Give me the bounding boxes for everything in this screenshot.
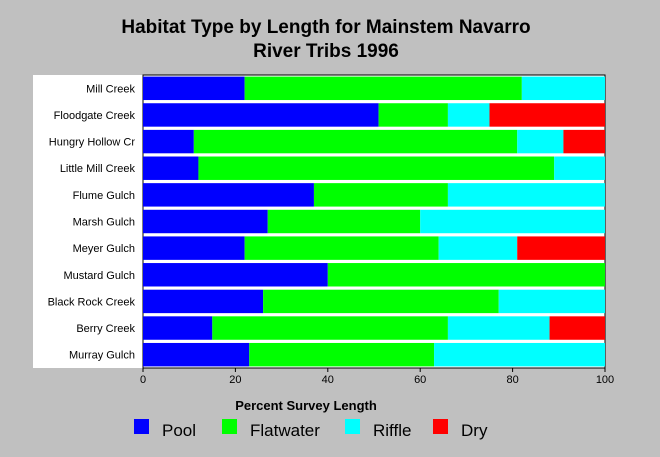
bar-flatwater-8	[263, 289, 499, 314]
bar-dry-6	[517, 236, 605, 260]
bars-group	[143, 76, 605, 367]
category-label: Black Rock Creek	[48, 296, 136, 308]
bar-riffle-8	[498, 289, 605, 314]
bar-flatwater-10	[249, 342, 435, 367]
x-tick-label: 60	[414, 374, 426, 386]
bar-flatwater-6	[244, 236, 439, 260]
bar-pool-6	[143, 236, 245, 260]
legend-label-pool: Pool	[162, 421, 196, 440]
category-label: Little Mill Creek	[60, 163, 136, 175]
bar-dry-2	[563, 129, 605, 154]
bar-pool-2	[143, 129, 194, 154]
legend-swatch-dry	[433, 419, 448, 434]
category-labels: Mill Creek Floodgate Creek Hungry Hollow C…	[48, 83, 136, 361]
legend-swatch-flatwater	[222, 419, 237, 434]
bar-flatwater-2	[193, 129, 518, 154]
bar-dry-9	[549, 316, 605, 340]
x-tick-label: 0	[140, 374, 146, 386]
bar-pool-1	[143, 103, 379, 127]
category-label: Murray Gulch	[69, 350, 135, 362]
x-axis: 0 20 40 60 80 100	[140, 368, 614, 386]
category-label: Marsh Gulch	[73, 217, 135, 229]
chart-title-line-2: River Tribs 1996	[253, 41, 399, 62]
x-tick-label: 100	[596, 374, 614, 386]
x-tick-label: 20	[229, 374, 241, 386]
bar-riffle-10	[434, 342, 605, 367]
bar-pool-8	[143, 289, 264, 314]
bar-flatwater-3	[198, 156, 555, 180]
bar-pool-9	[143, 316, 213, 340]
category-label: Mill Creek	[86, 83, 135, 95]
bar-pool-10	[143, 342, 250, 367]
bar-riffle-4	[447, 183, 605, 207]
x-axis-title: Percent Survey Length	[235, 398, 377, 413]
legend: Pool Flatwater Riffle Dry	[134, 419, 488, 440]
bar-riffle-5	[420, 209, 605, 234]
x-tick-label: 80	[506, 374, 518, 386]
bar-riffle-6	[438, 236, 518, 260]
category-label: Hungry Hollow Cr	[49, 137, 136, 149]
bar-flatwater-0	[244, 76, 522, 101]
legend-label-flatwater: Flatwater	[250, 421, 320, 440]
legend-swatch-pool	[134, 419, 149, 434]
category-label: Flume Gulch	[73, 190, 135, 202]
category-label: Floodgate Creek	[54, 110, 136, 122]
bar-riffle-1	[447, 103, 490, 127]
bar-riffle-3	[554, 156, 605, 180]
category-label: Meyer Gulch	[73, 243, 135, 255]
bar-riffle-9	[447, 316, 550, 340]
bar-flatwater-7	[327, 263, 605, 287]
category-label: Berry Creek	[76, 323, 135, 335]
legend-label-riffle: Riffle	[373, 421, 411, 440]
bar-flatwater-9	[212, 316, 448, 340]
bar-pool-5	[143, 209, 268, 234]
bar-flatwater-4	[313, 183, 448, 207]
legend-swatch-riffle	[345, 419, 360, 434]
bar-pool-3	[143, 156, 199, 180]
bar-flatwater-1	[378, 103, 448, 127]
bar-pool-0	[143, 76, 245, 101]
bar-flatwater-5	[267, 209, 421, 234]
bar-pool-7	[143, 263, 328, 287]
chart-title-line-1: Habitat Type by Length for Mainstem Nava…	[121, 17, 530, 38]
x-tick-label: 40	[322, 374, 334, 386]
bar-pool-4	[143, 183, 314, 207]
legend-label-dry: Dry	[461, 421, 488, 440]
category-label: Mustard Gulch	[63, 270, 135, 282]
bar-riffle-0	[521, 76, 605, 101]
bar-dry-1	[489, 103, 605, 127]
bar-riffle-2	[517, 129, 564, 154]
